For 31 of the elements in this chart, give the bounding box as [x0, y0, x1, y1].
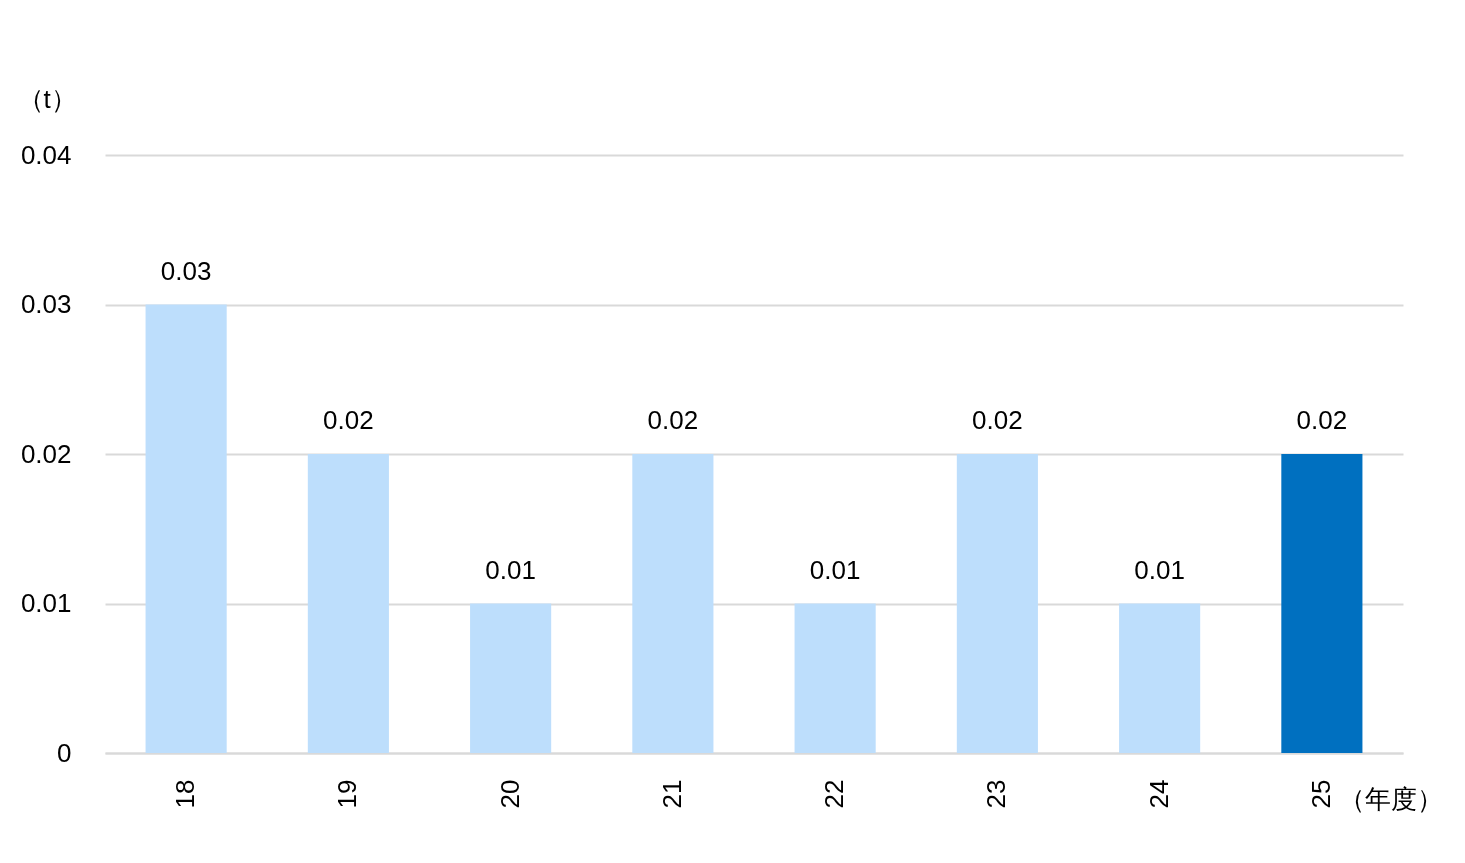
x-tick-label: 20: [494, 779, 525, 809]
x-tick-label: 22: [819, 779, 850, 809]
x-tick-label: 19: [332, 779, 363, 809]
y-tick-label: 0.02: [20, 438, 72, 469]
bar: [307, 454, 389, 753]
y-tick-label: 0.04: [20, 139, 72, 170]
x-tick-label: 24: [1143, 779, 1174, 809]
data-label: 0.01: [1134, 554, 1185, 585]
data-label: 0.01: [485, 554, 536, 585]
y-tick-label: 0.03: [20, 289, 72, 319]
x-tick-label: 23: [981, 779, 1012, 809]
bar: [956, 454, 1038, 753]
x-tick-label: 21: [656, 779, 687, 809]
y-tick-label: 0: [57, 737, 72, 768]
bar: [794, 603, 876, 753]
x-tick-label: 25: [1305, 779, 1336, 809]
bar: [1119, 603, 1201, 753]
data-label: 0.03: [160, 255, 212, 286]
data-label: 0.02: [323, 405, 374, 435]
data-label: 0.02: [647, 405, 699, 435]
y-axis-title: （t）: [17, 83, 77, 114]
bar: [1281, 454, 1363, 753]
x-axis-title: （年度）: [1338, 783, 1443, 814]
x-tick-label: 18: [170, 779, 201, 809]
bar: [632, 454, 714, 753]
bar: [145, 304, 227, 753]
data-label: 0.01: [809, 554, 861, 585]
y-tick-label: 0.01: [20, 588, 72, 618]
data-label: 0.02: [1296, 405, 1348, 435]
data-label: 0.02: [972, 405, 1023, 435]
bar: [470, 603, 552, 753]
